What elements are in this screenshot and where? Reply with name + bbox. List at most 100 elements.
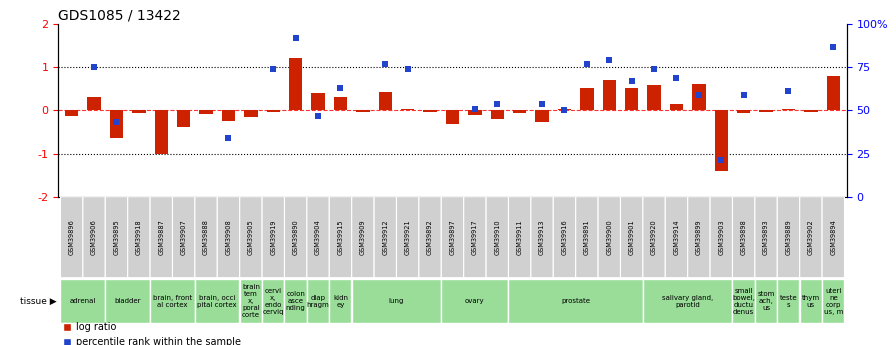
Text: lung: lung — [389, 298, 404, 304]
FancyBboxPatch shape — [777, 279, 799, 323]
Text: GSM39903: GSM39903 — [719, 219, 724, 255]
FancyBboxPatch shape — [330, 197, 351, 278]
FancyBboxPatch shape — [285, 197, 306, 278]
FancyBboxPatch shape — [777, 197, 800, 278]
Text: brain, occi
pital cortex: brain, occi pital cortex — [197, 295, 237, 307]
Text: GSM39911: GSM39911 — [517, 219, 522, 255]
Text: GSM39916: GSM39916 — [562, 219, 567, 255]
Text: adrenal: adrenal — [70, 298, 96, 304]
Bar — [154, 110, 168, 155]
Text: GSM39895: GSM39895 — [114, 219, 119, 255]
Bar — [760, 110, 773, 112]
FancyBboxPatch shape — [61, 197, 82, 278]
FancyBboxPatch shape — [688, 197, 711, 278]
Bar — [244, 110, 258, 117]
Bar — [513, 110, 527, 114]
Text: GSM39914: GSM39914 — [674, 219, 679, 255]
Bar — [357, 110, 369, 112]
Text: GSM39918: GSM39918 — [136, 219, 142, 255]
FancyBboxPatch shape — [306, 197, 330, 278]
FancyBboxPatch shape — [754, 197, 777, 278]
Bar — [536, 110, 548, 122]
Bar — [446, 110, 460, 124]
Bar — [805, 110, 818, 112]
Text: GSM39897: GSM39897 — [450, 219, 455, 255]
FancyBboxPatch shape — [599, 197, 620, 278]
Text: GSM39889: GSM39889 — [786, 219, 791, 255]
FancyBboxPatch shape — [106, 279, 150, 323]
Bar — [378, 92, 392, 110]
Text: GSM39921: GSM39921 — [405, 219, 410, 255]
Bar — [177, 110, 191, 127]
Text: GSM39900: GSM39900 — [607, 219, 612, 255]
FancyBboxPatch shape — [486, 197, 509, 278]
Text: GSM39917: GSM39917 — [472, 219, 478, 255]
Text: GSM39891: GSM39891 — [584, 219, 590, 255]
Text: brain
tem
x,
poral
corte: brain tem x, poral corte — [242, 284, 260, 318]
FancyBboxPatch shape — [240, 279, 262, 323]
FancyBboxPatch shape — [665, 197, 688, 278]
FancyBboxPatch shape — [263, 197, 285, 278]
Text: GSM39910: GSM39910 — [495, 219, 500, 255]
FancyBboxPatch shape — [754, 279, 777, 323]
FancyBboxPatch shape — [195, 197, 218, 278]
Text: GSM39920: GSM39920 — [651, 219, 657, 255]
Text: tissue ▶: tissue ▶ — [20, 296, 56, 306]
FancyBboxPatch shape — [218, 197, 240, 278]
Text: kidn
ey: kidn ey — [333, 295, 348, 307]
Text: GSM39898: GSM39898 — [741, 219, 746, 255]
FancyBboxPatch shape — [509, 197, 531, 278]
Legend: log ratio, percentile rank within the sample: log ratio, percentile rank within the sa… — [63, 322, 241, 345]
FancyBboxPatch shape — [620, 197, 643, 278]
Text: GSM39909: GSM39909 — [360, 219, 366, 255]
Text: GSM39892: GSM39892 — [427, 219, 433, 255]
Text: colon
asce
nding: colon asce nding — [286, 291, 306, 311]
FancyBboxPatch shape — [823, 279, 844, 323]
Text: GSM39894: GSM39894 — [831, 219, 836, 255]
FancyBboxPatch shape — [351, 279, 441, 323]
FancyBboxPatch shape — [464, 197, 486, 278]
Bar — [557, 109, 572, 110]
Text: GSM39890: GSM39890 — [293, 219, 298, 255]
Text: GSM39907: GSM39907 — [181, 219, 186, 255]
Text: GSM39908: GSM39908 — [226, 219, 231, 255]
Text: GSM39899: GSM39899 — [696, 219, 702, 255]
Text: GSM39888: GSM39888 — [203, 219, 209, 255]
FancyBboxPatch shape — [576, 197, 599, 278]
Text: GSM39893: GSM39893 — [763, 219, 769, 255]
Bar — [423, 110, 437, 112]
Bar — [199, 110, 213, 114]
Text: salivary gland,
parotid: salivary gland, parotid — [662, 295, 713, 307]
Text: GSM39896: GSM39896 — [69, 219, 74, 255]
FancyBboxPatch shape — [441, 197, 464, 278]
FancyBboxPatch shape — [240, 197, 263, 278]
Bar — [468, 110, 482, 115]
Bar — [133, 110, 145, 112]
Bar — [491, 110, 504, 119]
FancyBboxPatch shape — [553, 197, 576, 278]
Bar — [289, 58, 303, 110]
Bar — [648, 85, 661, 110]
FancyBboxPatch shape — [263, 279, 284, 323]
Bar — [110, 110, 124, 138]
Text: ovary: ovary — [465, 298, 485, 304]
Text: GSM39905: GSM39905 — [248, 219, 254, 255]
Bar — [88, 97, 100, 110]
FancyBboxPatch shape — [127, 197, 151, 278]
FancyBboxPatch shape — [733, 197, 754, 278]
Text: GSM39906: GSM39906 — [91, 219, 97, 255]
Text: GSM39901: GSM39901 — [629, 219, 634, 255]
Bar — [827, 76, 840, 110]
FancyBboxPatch shape — [106, 197, 127, 278]
Bar — [267, 110, 280, 112]
Text: brain, front
al cortex: brain, front al cortex — [153, 295, 192, 307]
FancyBboxPatch shape — [800, 197, 822, 278]
Text: GSM39919: GSM39919 — [271, 219, 276, 255]
Text: GSM39904: GSM39904 — [315, 219, 321, 255]
Text: stom
ach,
us: stom ach, us — [757, 291, 775, 311]
FancyBboxPatch shape — [643, 279, 732, 323]
Bar — [737, 110, 751, 114]
Bar — [401, 109, 414, 110]
FancyBboxPatch shape — [285, 279, 306, 323]
FancyBboxPatch shape — [375, 197, 396, 278]
